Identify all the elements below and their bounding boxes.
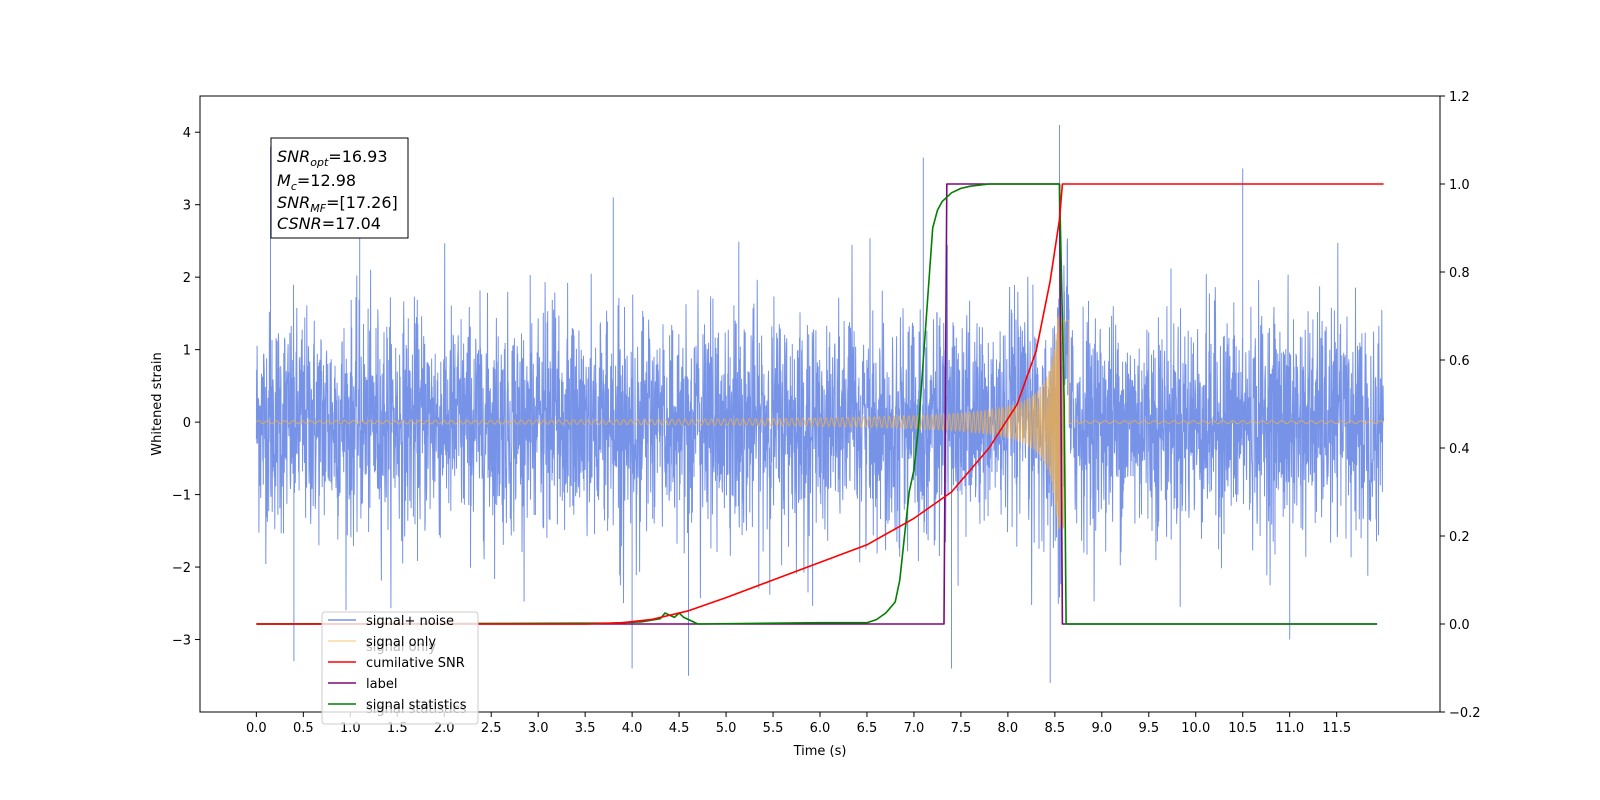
legend-entry: signal statistics [328, 698, 467, 713]
x-tick-label: 5.0 [716, 721, 737, 736]
legend: signal only signal statistics signal+ no… [321, 611, 479, 725]
series-layer [255, 125, 1385, 683]
y-left-tick-label: 2 [183, 271, 191, 286]
y-axis-left: 4 3 2 1 0 −1 −2 −3 [172, 126, 200, 649]
y-right-tick-label: −0.2 [1449, 706, 1481, 721]
x-tick-label: 2.5 [481, 721, 502, 736]
y-axis-label: Whitened strain [150, 352, 165, 455]
legend-label: cumilative SNR [366, 656, 465, 671]
annotation-csnr: CSNR=17.04 [277, 214, 381, 233]
x-tick-label: 6.0 [810, 721, 831, 736]
y-left-tick-label: 3 [183, 199, 191, 214]
x-axis: 0.0 0.5 1.0 1.5 2.0 2.5 3.0 3.5 4.0 4.5 5.0 5.5 6.0 6… [246, 712, 1351, 736]
series-signal-statistics [256, 183, 1378, 625]
annotation-mc: Mc=12.98 [277, 171, 356, 193]
y-right-tick-label: 1.2 [1449, 90, 1470, 105]
y-right-tick-label: 0.6 [1449, 354, 1470, 369]
legend-entry: signal only [328, 635, 436, 650]
x-tick-label: 4.5 [669, 721, 690, 736]
x-tick-label: 10.5 [1228, 721, 1257, 736]
y-left-tick-label: −2 [172, 561, 191, 576]
series-signal-only [256, 314, 1384, 531]
legend-ghost-text: signal only [366, 640, 436, 655]
y-right-tick-label: 0.8 [1449, 266, 1470, 281]
x-tick-label: 0.0 [246, 721, 267, 736]
x-tick-label: 5.5 [763, 721, 784, 736]
legend-entry: signal+ noise [328, 614, 454, 629]
legend-label: signal+ noise [366, 614, 454, 629]
y-right-tick-label: 0.4 [1449, 442, 1470, 457]
y-right-tick-label: 1.0 [1449, 178, 1470, 193]
x-tick-label: 6.5 [857, 721, 878, 736]
y-left-tick-label: 4 [183, 126, 191, 141]
legend-frame [321, 611, 479, 725]
x-axis-label: Time (s) [793, 744, 847, 759]
x-tick-label: 10.0 [1181, 721, 1210, 736]
x-tick-label: 0.5 [293, 721, 314, 736]
y-left-tick-label: −3 [172, 634, 191, 649]
annotation-snr-opt: SNRopt=16.93 [277, 147, 388, 169]
series-cumulative-snr [256, 183, 1384, 625]
y-left-tick-label: −1 [172, 489, 191, 504]
y-right-tick-label: 0.0 [1449, 618, 1470, 633]
legend-entry: label [328, 677, 397, 692]
y-left-tick-label: 0 [183, 416, 191, 431]
x-tick-label: 3.5 [575, 721, 596, 736]
x-tick-label: 9.0 [1091, 721, 1112, 736]
y-left-tick-label: 1 [183, 344, 191, 359]
legend-label: signal statistics [366, 698, 467, 713]
x-tick-label: 2.0 [434, 721, 455, 736]
x-tick-label: 4.0 [622, 721, 643, 736]
x-tick-label: 8.5 [1045, 721, 1066, 736]
annotation-box: SNRopt=16.93 Mc=12.98 SNRMF=[17.26] CSNR… [270, 137, 409, 239]
x-tick-label: 7.0 [904, 721, 925, 736]
x-tick-label: 1.5 [387, 721, 408, 736]
x-tick-label: 8.0 [998, 721, 1019, 736]
x-tick-label: 11.5 [1322, 721, 1351, 736]
legend-label: signal only [366, 635, 436, 650]
y-axis-right: 1.2 1.0 0.8 0.6 0.4 0.2 0.0 −0.2 [1440, 90, 1481, 721]
x-tick-label: 1.0 [340, 721, 361, 736]
x-tick-label: 9.5 [1138, 721, 1159, 736]
legend-label: label [366, 677, 397, 692]
x-tick-label: 11.0 [1275, 721, 1304, 736]
x-tick-label: 3.0 [528, 721, 549, 736]
annotation-snr-mf: SNRMF=[17.26] [277, 193, 398, 215]
legend-ghost-text: signal statistics [366, 702, 467, 717]
legend-entry: cumilative SNR [328, 656, 465, 671]
y-right-tick-label: 0.2 [1449, 530, 1470, 545]
x-tick-label: 7.5 [951, 721, 972, 736]
